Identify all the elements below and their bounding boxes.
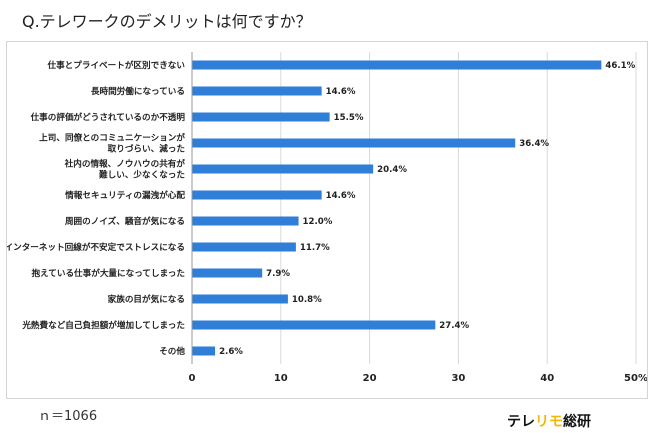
chart-panel: 仕事とプライベートが区別できない長時間労働になっている仕事の評価がどうされている… xyxy=(6,41,648,399)
data-label: 12.0% xyxy=(303,217,333,227)
category-label: 周囲のノイズ、騒音が気になる xyxy=(65,215,185,227)
data-label: 14.6% xyxy=(326,87,356,97)
chart-question-title: Q.テレワークのデメリットは何ですか？ xyxy=(22,12,312,31)
gridlines xyxy=(191,52,637,364)
bar xyxy=(192,112,330,122)
category-label: インターネット回線が不安定でストレスになる xyxy=(7,241,185,253)
bar xyxy=(192,320,436,330)
category-label: 仕事の評価がどうされているのか不透明 xyxy=(30,111,186,123)
data-label: 46.1% xyxy=(605,61,635,71)
sample-size-note: ｎ＝1066 xyxy=(38,409,98,424)
data-label: 20.4% xyxy=(377,165,407,175)
category-label: 長時間労働になっている xyxy=(91,85,185,97)
x-tick-label: 0 xyxy=(189,373,196,384)
x-tick-label: 10 xyxy=(274,373,288,384)
x-tick-label: 40 xyxy=(540,373,554,384)
brand-text-part1: テレ xyxy=(507,414,535,430)
brand-text-accent: リモ xyxy=(535,414,563,430)
data-label: 36.4% xyxy=(519,139,549,149)
category-label: 取りづらい、減った xyxy=(108,143,185,155)
bar xyxy=(192,268,263,278)
bar xyxy=(192,294,288,304)
x-tick-label: 30 xyxy=(451,373,465,384)
category-label: 情報セキュリティの漏洩が心配 xyxy=(64,189,185,201)
category-label: 仕事とプライベートが区別できない xyxy=(46,59,185,71)
bar-chart: 仕事とプライベートが区別できない長時間労働になっている仕事の評価がどうされている… xyxy=(7,52,647,384)
data-label: 11.7% xyxy=(300,243,330,253)
data-label: 2.6% xyxy=(219,347,243,357)
category-label: 家族の目が気になる xyxy=(108,293,185,305)
x-tick-label: 50% xyxy=(624,373,647,384)
category-label: 抱えている仕事が大量になってしまった xyxy=(32,267,185,279)
data-label: 27.4% xyxy=(439,321,469,331)
value-labels: 46.1% 14.6% 15.5% 36.4% 20.4% 14.6% 12.0% 11.7%… xyxy=(219,61,635,357)
data-label: 7.9% xyxy=(266,269,290,279)
data-label: 10.8% xyxy=(292,295,322,305)
bar xyxy=(192,346,216,356)
bar xyxy=(192,138,516,148)
bar xyxy=(192,86,322,96)
category-label: 光熱費など自己負担額が増加してしまった xyxy=(21,319,185,331)
bar xyxy=(192,216,299,226)
brand-text-part3: 総研 xyxy=(563,414,591,430)
x-axis-ticks: 0 10 20 30 40 50% xyxy=(189,373,647,384)
bar xyxy=(192,164,374,174)
bar xyxy=(192,190,322,200)
data-label: 15.5% xyxy=(334,113,364,123)
category-label: 上司、同僚とのコミュニケーションが xyxy=(39,132,185,144)
bar xyxy=(192,242,296,252)
category-label: その他 xyxy=(159,345,185,357)
data-label: 14.6% xyxy=(326,191,356,201)
category-labels: 仕事とプライベートが区別できない長時間労働になっている仕事の評価がどうされている… xyxy=(7,59,185,357)
bar xyxy=(192,60,602,70)
category-label: 難しい、少なくなった xyxy=(99,169,185,181)
x-tick-label: 20 xyxy=(363,373,377,384)
bars xyxy=(192,60,602,356)
brand-logo: テレリモ総研 xyxy=(507,411,591,431)
category-label: 社内の情報、ノウハウの共有が xyxy=(64,158,186,170)
